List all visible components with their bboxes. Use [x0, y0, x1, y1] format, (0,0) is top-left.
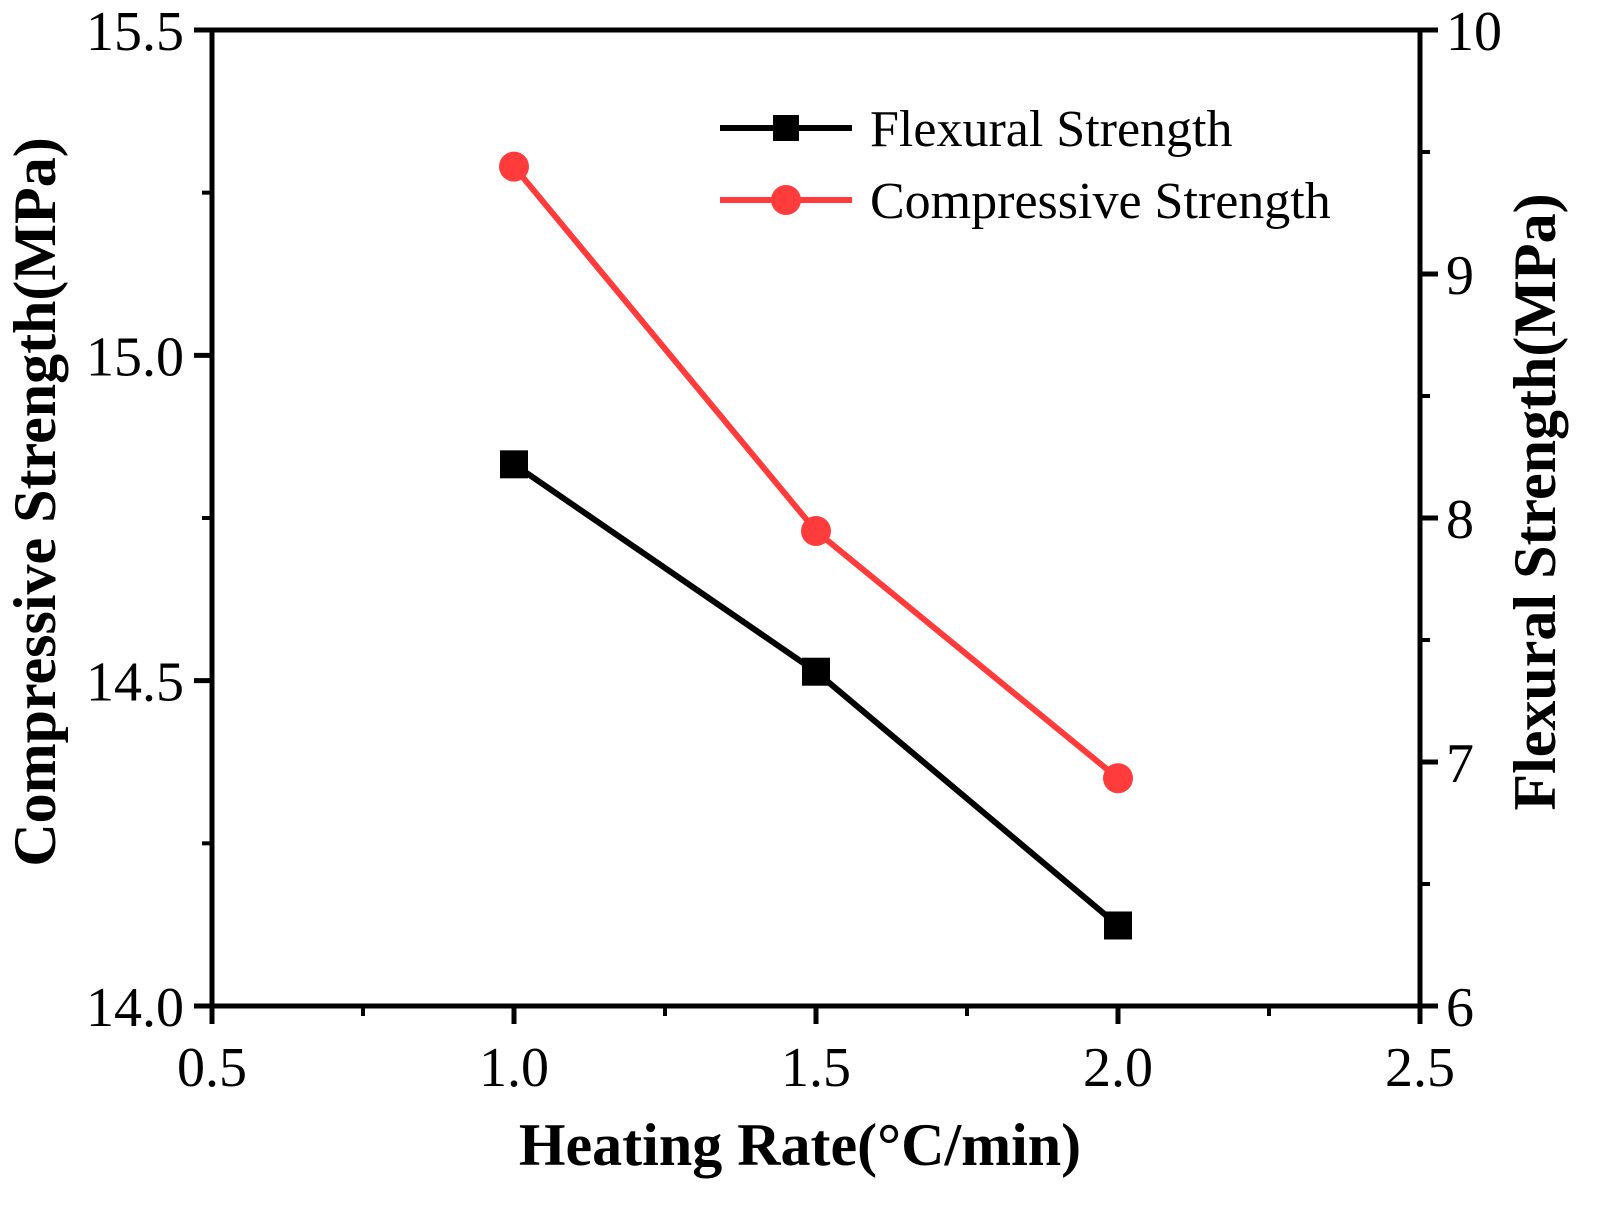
left-y-axis-title: Compressive Strength(MPa) — [2, 137, 68, 866]
data-point-compressive-strength — [499, 151, 529, 182]
right-y-tick-label: 9 — [1446, 245, 1474, 307]
data-point-compressive-strength — [801, 516, 831, 547]
left-y-tick-label: 15.0 — [86, 326, 184, 388]
legend-label-compressive: Compressive Strength — [870, 173, 1331, 230]
legend-marker-flexural — [773, 115, 799, 141]
x-axis-title: Heating Rate(°C/min) — [519, 1112, 1081, 1178]
series-layer — [499, 151, 1133, 940]
left-y-tick-label: 14.5 — [86, 652, 184, 714]
data-point-compressive-strength — [1103, 763, 1133, 794]
data-point-flexural-strength — [802, 657, 830, 686]
x-tick-label: 1.5 — [781, 1037, 851, 1099]
series-line-compressive-strength — [511, 164, 1120, 781]
right-y-tick-label: 8 — [1446, 489, 1474, 551]
legend-label-flexural: Flexural Strength — [870, 101, 1233, 158]
right-y-axis-title: Flexural Strength(MPa) — [1502, 193, 1568, 810]
x-tick-label: 2.0 — [1083, 1037, 1153, 1099]
data-point-flexural-strength — [1104, 911, 1132, 940]
left-y-tick-label: 15.5 — [86, 1, 184, 63]
left-y-tick-label: 14.0 — [86, 977, 184, 1039]
data-point-flexural-strength — [500, 450, 528, 479]
right-y-tick-label: 10 — [1446, 1, 1502, 63]
ticks: 0.5 1.0 1.5 2.0 2.5 14.0 14.5 15.0 15.5 6 7 8 9 10 — [86, 1, 1502, 1099]
x-tick-label: 2.5 — [1385, 1037, 1455, 1099]
x-tick-label: 0.5 — [177, 1037, 247, 1099]
right-y-tick-label: 7 — [1446, 733, 1474, 795]
x-tick-label: 1.0 — [479, 1037, 549, 1099]
right-y-tick-label: 6 — [1446, 977, 1474, 1039]
legend-marker-compressive — [771, 185, 801, 215]
legend: Flexural Strength Compressive Strength — [720, 101, 1331, 230]
